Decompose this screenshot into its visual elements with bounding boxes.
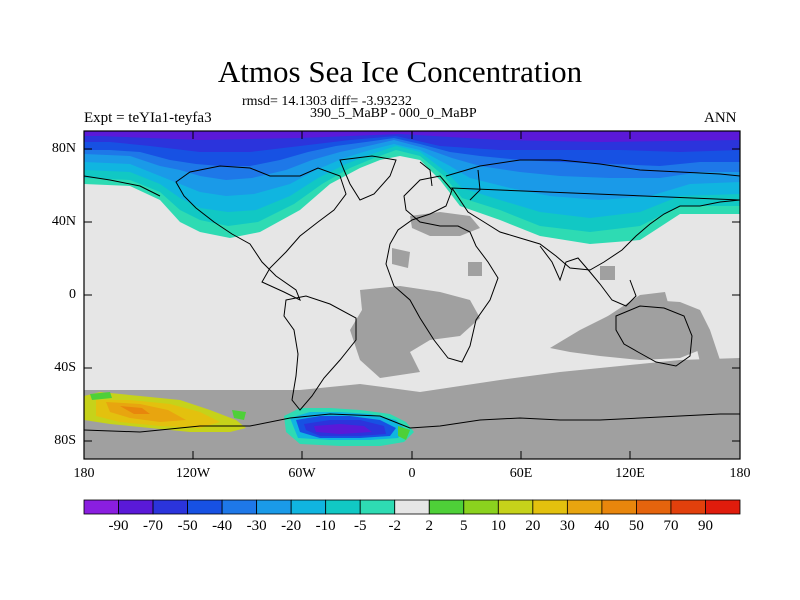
colorbar-label: 10 bbox=[490, 518, 506, 534]
colorbar-swatch bbox=[428, 499, 465, 515]
colorbar-label: 40 bbox=[594, 518, 610, 534]
colorbar-swatch bbox=[187, 499, 223, 515]
x-label-60e: 60E bbox=[509, 466, 533, 481]
colorbar-swatch bbox=[152, 499, 188, 515]
weddell-ice-decrease bbox=[284, 408, 414, 446]
x-label-120w: 120W bbox=[175, 466, 211, 481]
colorbar-label: -10 bbox=[315, 518, 336, 534]
colorbar-label: 70 bbox=[663, 518, 679, 534]
y-label-eq: 0 bbox=[69, 287, 76, 302]
colorbar-label: -2 bbox=[388, 518, 401, 534]
x-label-180w: 180 bbox=[73, 466, 95, 481]
colorbar-swatch bbox=[532, 499, 568, 515]
ross-ice-increase bbox=[84, 392, 410, 440]
y-label-80n: 80N bbox=[51, 141, 76, 156]
colorbar-swatch bbox=[221, 499, 258, 515]
colorbar-label: -30 bbox=[246, 518, 267, 534]
coastlines bbox=[83, 155, 741, 433]
y-label-80s: 80S bbox=[54, 433, 76, 448]
colorbar-swatch bbox=[670, 499, 706, 515]
colorbar-label: 30 bbox=[559, 518, 575, 534]
colorbar-swatch bbox=[566, 499, 603, 515]
colorbar bbox=[83, 499, 741, 515]
colorbar-swatch bbox=[463, 499, 499, 515]
colorbar-swatch bbox=[636, 499, 672, 515]
time-period-label: 390_5_MaBP - 000_0_MaBP bbox=[310, 106, 477, 121]
x-label-180e: 180 bbox=[729, 466, 751, 481]
ocean-no-change-region bbox=[84, 212, 740, 459]
colorbar-swatch bbox=[83, 499, 119, 515]
colorbar-swatch bbox=[325, 499, 361, 515]
colorbar-swatch bbox=[705, 499, 741, 515]
season-label: ANN bbox=[704, 110, 737, 126]
colorbar-label: -40 bbox=[212, 518, 233, 534]
axis-ticks bbox=[84, 131, 740, 459]
colorbar-label: 90 bbox=[697, 518, 713, 534]
colorbar-label: -20 bbox=[281, 518, 302, 534]
colorbar-label: 50 bbox=[628, 518, 644, 534]
colorbar-label: -70 bbox=[143, 518, 164, 534]
colorbar-swatch bbox=[359, 499, 396, 515]
colorbar-label: -5 bbox=[353, 518, 367, 534]
colorbar-label: 5 bbox=[460, 518, 468, 534]
colorbar-label: -90 bbox=[108, 518, 129, 534]
colorbar-label: 20 bbox=[525, 518, 541, 534]
colorbar-label: -50 bbox=[177, 518, 198, 534]
map-plot-area bbox=[83, 130, 741, 460]
colorbar-swatch bbox=[256, 499, 292, 515]
x-label-0: 0 bbox=[408, 466, 416, 481]
x-label-120e: 120E bbox=[615, 466, 645, 481]
colorbar-swatch bbox=[497, 499, 534, 515]
map-title: Atmos Sea Ice Concentration bbox=[217, 54, 583, 89]
colorbar-swatch bbox=[118, 499, 154, 515]
x-label-60w: 60W bbox=[288, 466, 316, 481]
colorbar-swatch bbox=[394, 499, 430, 515]
y-label-40s: 40S bbox=[54, 360, 76, 375]
y-label-40n: 40N bbox=[51, 214, 76, 229]
rmsd-diff-stats: rmsd= 14.1303 diff= -3.93232 bbox=[242, 94, 412, 109]
colorbar-swatch bbox=[601, 499, 637, 515]
colorbar-swatch bbox=[290, 499, 327, 515]
experiment-label: Expt = teYIa1-teyfa3 bbox=[84, 110, 212, 126]
colorbar-label: 2 bbox=[425, 518, 434, 534]
